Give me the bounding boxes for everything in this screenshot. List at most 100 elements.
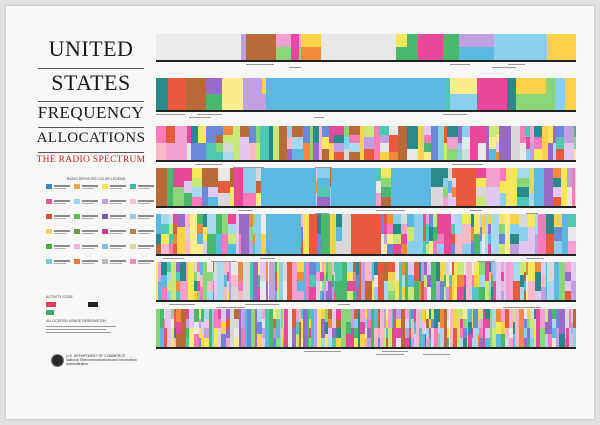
allocation-block [335, 281, 342, 300]
allocation-block [478, 143, 486, 160]
allocation-block [374, 262, 379, 275]
allocation-block [553, 177, 562, 187]
allocation-block [498, 214, 505, 224]
legend-text-line [54, 202, 66, 204]
allocation-block [365, 309, 368, 319]
allocation-block [388, 271, 395, 281]
allocation-block [256, 193, 262, 206]
allocation-block [496, 126, 500, 135]
allocation-block [540, 328, 545, 347]
allocation-block [534, 281, 541, 291]
allocation-block [226, 309, 230, 319]
allocation-block [444, 143, 448, 160]
allocation-block [297, 262, 304, 272]
allocation-block [336, 227, 342, 241]
allocation-block [331, 337, 337, 347]
allocation-block [281, 328, 283, 347]
allocation-block [428, 240, 434, 254]
allocation-block [492, 262, 497, 281]
band-annotation [303, 351, 341, 352]
allocation-block [353, 309, 359, 319]
allocation-block [395, 281, 399, 300]
allocation-block [404, 318, 409, 328]
legend-text-line [110, 200, 126, 202]
allocation-block [214, 281, 218, 300]
allocation-block [447, 137, 459, 149]
allocation-block [343, 148, 349, 160]
allocation-block [180, 262, 187, 281]
legend-item [46, 244, 82, 250]
allocation-block [496, 151, 500, 160]
allocation-block [191, 168, 203, 178]
allocation-block [450, 94, 477, 110]
allocation-block [194, 309, 200, 322]
allocation-block [451, 224, 455, 234]
allocation-block [176, 214, 186, 228]
allocation-block [173, 214, 177, 224]
allocation-block [249, 262, 253, 300]
legend-swatch [102, 229, 108, 234]
allocation-block [171, 309, 175, 319]
allocation-block [252, 262, 259, 300]
allocation-block [206, 214, 216, 234]
allocation-block [453, 328, 458, 347]
allocation-block [333, 143, 344, 152]
legend-text-line [110, 262, 122, 264]
allocation-block [156, 143, 167, 160]
allocation-block [346, 321, 351, 335]
allocation-block [479, 227, 483, 241]
allocation-block [227, 271, 229, 281]
legend-item [130, 214, 166, 220]
allocation-block [499, 180, 506, 194]
band-annotation [188, 117, 211, 118]
band-annotation [210, 261, 237, 262]
allocation-block [174, 328, 176, 338]
allocation-block [381, 196, 393, 206]
allocation-block [388, 328, 392, 347]
legend-item [74, 259, 110, 265]
allocation-block [217, 262, 224, 300]
allocation-block [430, 328, 435, 338]
allocation-block [488, 281, 491, 291]
legend-item [130, 229, 166, 235]
allocation-block [500, 321, 506, 335]
allocation-block [156, 262, 159, 300]
allocation-block [212, 271, 215, 281]
allocation-block [423, 240, 427, 254]
allocation-block [308, 262, 316, 275]
allocation-block [325, 281, 329, 291]
allocation-block [166, 271, 172, 281]
allocation-block [238, 290, 243, 300]
allocation-block [324, 309, 328, 322]
legend-item [74, 244, 110, 250]
allocation-block [387, 244, 394, 254]
allocation-block [419, 281, 422, 300]
legend-text-line [138, 245, 154, 247]
allocation-block [197, 290, 200, 300]
allocation-block [563, 126, 574, 143]
allocation-block [185, 240, 190, 254]
allocation-block [407, 274, 415, 288]
allocation-block [324, 334, 328, 347]
allocation-block [479, 337, 483, 347]
allocation-block [360, 126, 364, 160]
allocation-block [530, 337, 534, 347]
allocation-block [443, 177, 448, 187]
allocation-block [186, 337, 190, 347]
allocation-block [217, 318, 222, 328]
allocation-block [196, 214, 203, 224]
allocation-block [206, 143, 216, 160]
allocation-block [168, 78, 186, 110]
legend-text-line [54, 230, 70, 232]
allocation-block [446, 262, 449, 275]
allocation-block [161, 244, 170, 254]
allocation-block [457, 287, 464, 300]
allocation-block [547, 262, 554, 281]
allocation-block [573, 137, 576, 149]
allocation-block [462, 309, 467, 319]
designation-table [46, 326, 126, 338]
allocation-block [291, 126, 304, 138]
allocation-block [398, 126, 407, 160]
allocation-block [384, 224, 388, 234]
allocation-block [324, 321, 328, 335]
